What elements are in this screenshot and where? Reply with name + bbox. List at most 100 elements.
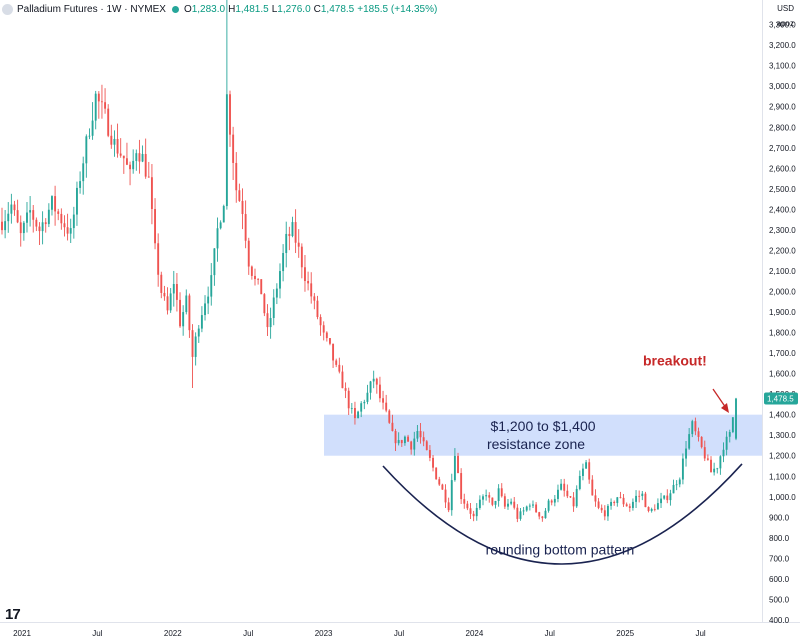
- price-tick-label: 1,400.0: [769, 411, 796, 420]
- candle-body: [300, 246, 303, 268]
- candle-body: [716, 468, 719, 470]
- symbol-title[interactable]: Palladium Futures · 1W · NYMEX: [17, 3, 166, 15]
- price-tick-label: 3,000.0: [769, 82, 796, 91]
- candle-body: [585, 462, 588, 469]
- candle-body: [366, 392, 369, 402]
- candle-body: [254, 275, 256, 280]
- candle-body: [400, 440, 403, 444]
- candle-body: [544, 510, 547, 519]
- candle-body: [247, 240, 250, 267]
- price-axis[interactable]: 400.0 500.0 600.0 700.0 800.0 900.0 1,000.0 1,1…: [769, 21, 796, 625]
- candle-body: [41, 222, 44, 232]
- candle-body: [553, 498, 556, 503]
- price-tick-label: 2,300.0: [769, 226, 796, 235]
- candle-body: [129, 164, 132, 170]
- candle-body: [600, 507, 603, 511]
- candle-body: [35, 219, 38, 227]
- candle-body: [182, 312, 185, 327]
- candle-body: [38, 226, 41, 232]
- candle-body: [425, 441, 428, 451]
- price-tick-label: 2,900.0: [769, 103, 796, 112]
- candle-body: [722, 449, 725, 457]
- candle-body: [372, 378, 375, 382]
- last-price-value: 1,478.5: [767, 395, 794, 404]
- candle-body: [307, 280, 310, 284]
- candle-body: [26, 212, 28, 223]
- candle-body: [494, 500, 497, 505]
- candle-body: [272, 297, 275, 319]
- time-tick-label: 2023: [315, 629, 333, 638]
- candle-body: [622, 497, 625, 505]
- open-value: 1,283.0: [191, 3, 226, 15]
- time-axis[interactable]: 2021 Jul 2022 Jul 2023 Jul 2024 Jul 2025 Jul: [13, 629, 706, 638]
- price-tick-label: 2,600.0: [769, 164, 796, 173]
- last-price-badge: [764, 392, 798, 405]
- candle-body: [172, 284, 175, 294]
- candle-body: [216, 228, 219, 249]
- candle-body: [460, 473, 463, 500]
- price-tick-label: 2,200.0: [769, 246, 796, 255]
- price-tick-label: 1,700.0: [769, 349, 796, 358]
- price-tick-label: 3,200.0: [769, 41, 796, 50]
- candle-body: [79, 181, 82, 188]
- resistance-zone-label-line2: resistance zone: [487, 436, 585, 452]
- candle-body: [210, 275, 213, 297]
- unit-label[interactable]: apoz: [776, 19, 794, 28]
- change-value: +185.5 (+14.35%): [357, 3, 438, 15]
- price-tick-label: 1,800.0: [769, 329, 796, 338]
- candle-body: [10, 204, 13, 214]
- candle-body: [82, 163, 85, 182]
- candle-body: [432, 457, 434, 468]
- candle-body: [691, 421, 694, 435]
- candle-body: [119, 153, 122, 156]
- candle-body: [403, 436, 406, 444]
- candle-body: [678, 479, 681, 485]
- candle-body: [213, 248, 216, 276]
- candle-body: [222, 206, 225, 223]
- candle-body: [238, 190, 241, 201]
- price-tick-label: 800.0: [769, 534, 790, 543]
- candle-body: [338, 364, 341, 372]
- candle-body: [669, 493, 672, 501]
- candle-body: [344, 388, 347, 391]
- candle-body: [279, 271, 281, 289]
- price-tick-label: 2,500.0: [769, 185, 796, 194]
- tradingview-logo[interactable]: 17: [5, 606, 21, 623]
- candle-body: [204, 303, 206, 316]
- candle-body: [507, 503, 509, 507]
- candle-body: [141, 153, 144, 162]
- candle-body: [191, 330, 194, 357]
- candle-body: [491, 497, 494, 505]
- candle-body: [13, 204, 16, 211]
- candle-body: [329, 338, 331, 344]
- candle-body: [378, 384, 381, 399]
- candle-body: [219, 222, 222, 229]
- candle-body: [478, 499, 481, 508]
- candle-body: [631, 501, 634, 508]
- candle-body: [32, 210, 35, 220]
- candle-body: [688, 434, 691, 449]
- candle-body: [653, 509, 656, 510]
- price-tick-label: 1,600.0: [769, 370, 796, 379]
- breakout-arrowhead: [721, 403, 729, 413]
- candle-body: [625, 504, 628, 507]
- rounding-bottom-label: rounding bottom pattern: [486, 541, 635, 557]
- candle-body: [100, 101, 103, 103]
- candle-body: [450, 480, 453, 511]
- candle-body: [266, 313, 269, 328]
- candle-body: [163, 292, 166, 297]
- candle-body: [538, 512, 541, 517]
- candlestick-series: [1, 0, 737, 523]
- candle-body: [719, 456, 722, 469]
- candle-body: [291, 222, 294, 237]
- currency-label[interactable]: USD: [777, 4, 794, 13]
- candle-body: [500, 488, 503, 497]
- candle-body: [497, 488, 500, 501]
- candle-body: [166, 296, 169, 311]
- candle-body: [360, 403, 363, 412]
- candle-body: [550, 500, 553, 503]
- candle-body: [488, 495, 491, 498]
- candle-body: [63, 223, 66, 228]
- close-value: 1,478.5: [320, 3, 355, 15]
